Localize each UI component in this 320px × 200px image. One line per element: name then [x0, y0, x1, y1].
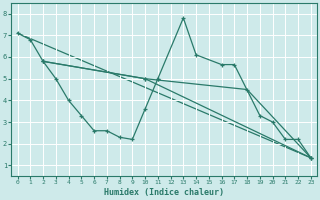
- X-axis label: Humidex (Indice chaleur): Humidex (Indice chaleur): [104, 188, 224, 197]
